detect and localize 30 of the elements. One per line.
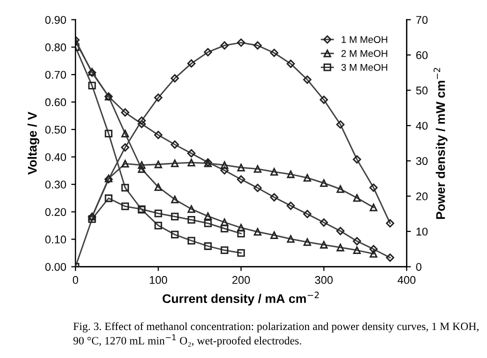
x-tick-label: 300 [315, 276, 333, 284]
y2-tick-label: 0 [416, 262, 422, 271]
legend-label: 3 M MeOH [341, 64, 388, 71]
y-tick-label: 0.90 [45, 16, 66, 24]
y-tick-label: 0.30 [45, 180, 66, 189]
y-tick-label: 0.60 [45, 98, 66, 106]
y-tick-label: 0.50 [45, 126, 66, 134]
y2-tick-label: 30 [416, 157, 428, 165]
x-axis-title: Current density / mA cm$^{−2}$ [162, 292, 319, 306]
y-tick-label: 0.40 [45, 153, 66, 162]
legend-label: 2 M MeOH [341, 50, 388, 57]
y-tick-label: 0.70 [45, 70, 66, 79]
x-tick-label: 200 [232, 276, 250, 284]
y-tick-label: 0.00 [45, 262, 66, 271]
x-tick-label: 400 [398, 276, 416, 284]
y-axis-title: Voltage / V [28, 112, 40, 175]
x-tick-label: 0 [72, 276, 78, 284]
caption: Fig. 3. Effect of methanol concentration: polarization and power density curves, 1 M KOH, 90 °C, 1270 mL min$^{−1}$ O₂, wet-proofed electrodes. [73, 322, 479, 347]
y2-axis-title: Power density / mW cm$^{−2}$ [434, 68, 448, 219]
x-tick-label: 100 [150, 276, 168, 284]
y2-tick-label: 70 [416, 16, 428, 24]
y2-tick-label: 50 [416, 86, 428, 94]
y2-tick-label: 60 [416, 51, 428, 60]
legend-label: 1 M MeOH [342, 36, 388, 43]
y2-tick-label: 10 [416, 228, 428, 236]
y-tick-label: 0.80 [45, 43, 66, 52]
y2-tick-label: 40 [416, 122, 428, 130]
y-tick-label: 0.10 [45, 236, 66, 244]
y2-tick-label: 20 [416, 192, 428, 200]
y-tick-label: 0.20 [45, 208, 66, 216]
